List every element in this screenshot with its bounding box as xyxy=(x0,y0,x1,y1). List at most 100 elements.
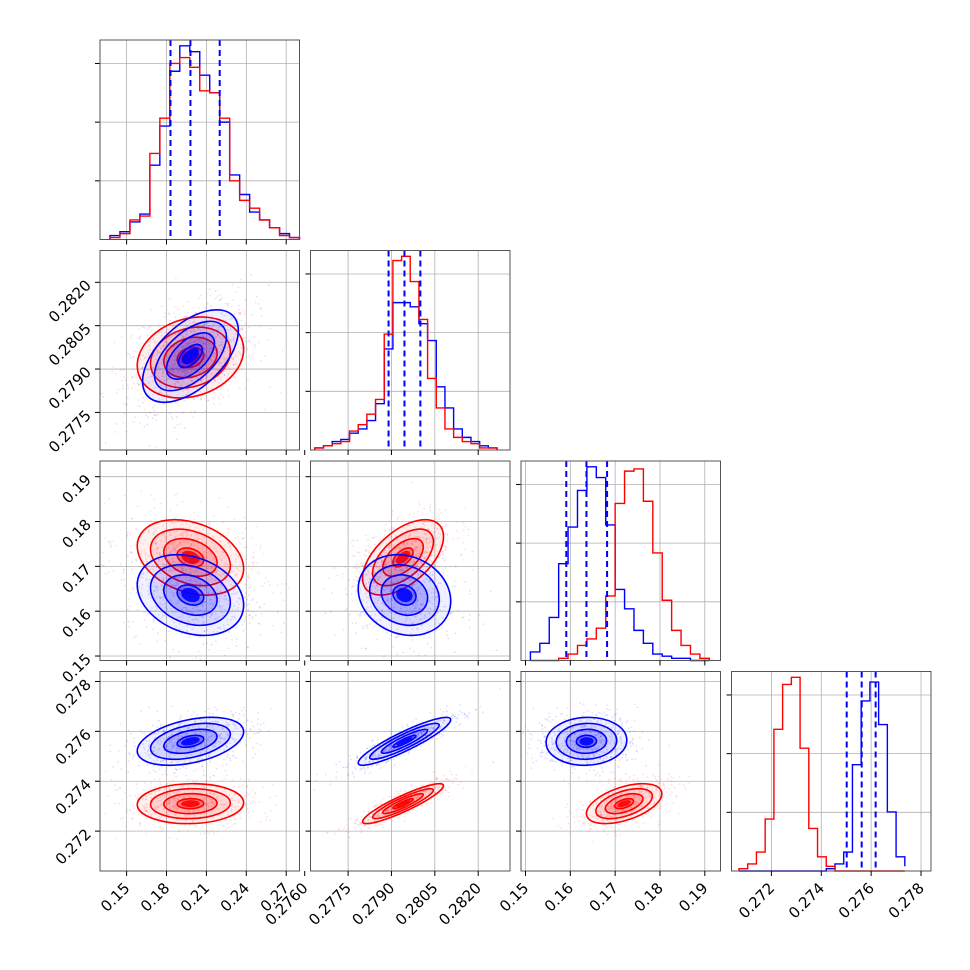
red-sample-point xyxy=(177,790,180,793)
blue-sample-point xyxy=(471,568,474,571)
blue-sample-point xyxy=(143,731,146,734)
panel-frame xyxy=(99,671,300,872)
red-sample-point xyxy=(151,568,154,571)
blue-sample-point xyxy=(227,599,230,602)
blue-sample-point xyxy=(228,329,231,332)
blue-sample-point xyxy=(197,608,200,611)
marginal-panel-3 xyxy=(726,671,932,872)
red-sample-point xyxy=(394,561,397,564)
red-sample-point xyxy=(432,780,435,783)
red-sample-point xyxy=(183,370,186,372)
red-sample-point xyxy=(221,297,223,300)
red-sample-point xyxy=(234,574,236,577)
blue-sample-point xyxy=(253,346,256,349)
blue-sample-point xyxy=(414,601,417,604)
blue-sample-point xyxy=(413,583,416,586)
red-sample-point xyxy=(398,793,400,795)
blue-sample-point xyxy=(207,324,210,327)
blue-sample-point xyxy=(409,618,412,621)
blue-sample-point xyxy=(220,362,223,364)
blue-sample-point xyxy=(433,591,435,594)
red-sample-point xyxy=(250,536,253,539)
blue-sample-point xyxy=(186,332,188,335)
red-sample-point xyxy=(238,800,241,803)
blue-sample-point xyxy=(205,727,208,730)
blue-sample-point xyxy=(177,735,180,738)
blue-sample-point xyxy=(148,326,151,329)
red-sample-point xyxy=(179,541,181,544)
blue-sample-point xyxy=(394,548,397,550)
red-sample-point xyxy=(375,565,378,568)
blue-sample-point xyxy=(162,370,164,373)
blue-sample-point xyxy=(247,609,250,612)
blue-sample-point xyxy=(206,547,209,550)
red-sample-point xyxy=(168,543,171,546)
blue-sample-point xyxy=(227,647,230,650)
blue-sample-point xyxy=(201,616,203,618)
red-sample-point xyxy=(110,546,112,549)
red-sample-point xyxy=(141,804,144,807)
blue-sample-point xyxy=(143,425,146,428)
red-sample-point xyxy=(183,370,186,372)
blue-sample-point xyxy=(170,550,172,553)
blue-sample-point xyxy=(164,605,167,608)
red-sample-point xyxy=(152,366,154,369)
blue-sample-point xyxy=(171,584,174,587)
red-sample-point xyxy=(385,542,388,545)
red-sample-point xyxy=(175,807,178,809)
red-sample-point xyxy=(385,551,387,554)
red-sample-point xyxy=(144,554,147,557)
blue-sample-point xyxy=(97,609,99,611)
red-sample-point xyxy=(230,805,233,807)
red-sample-point xyxy=(232,338,235,341)
blue-sample-point xyxy=(158,393,161,395)
blue-sample-point xyxy=(362,565,365,568)
red-sample-point xyxy=(104,572,107,575)
blue-sample-point xyxy=(172,345,175,348)
red-sample-point xyxy=(212,792,215,795)
red-sample-point xyxy=(403,582,405,584)
blue-sample-point xyxy=(154,609,157,611)
blue-sample-point xyxy=(165,325,168,328)
blue-contour xyxy=(149,563,232,627)
blue-sample-point xyxy=(431,588,434,590)
red-sample-point xyxy=(374,824,376,827)
blue-sample-point xyxy=(169,607,172,610)
blue-sample-point xyxy=(426,630,429,632)
red-sample-point xyxy=(363,554,366,557)
blue-sample-point xyxy=(249,728,251,731)
red-sample-point xyxy=(193,544,196,547)
blue-sample-point xyxy=(401,579,404,582)
red-sample-point xyxy=(375,586,378,589)
red-sample-point xyxy=(252,352,255,355)
blue-sample-point xyxy=(204,710,206,713)
red-sample-point xyxy=(168,312,170,314)
red-sample-point xyxy=(435,778,438,781)
blue-sample-point xyxy=(158,768,161,771)
blue-sample-point xyxy=(186,393,188,396)
red-sample-point xyxy=(349,817,352,820)
red-sample-point xyxy=(406,566,408,568)
blue-sample-point xyxy=(168,313,171,316)
red-sample-point xyxy=(207,801,210,804)
red-sample-point xyxy=(413,548,415,551)
marginal-panel-1 xyxy=(305,250,511,451)
red-sample-point xyxy=(213,391,216,393)
red-sample-point xyxy=(162,827,165,830)
red-sample-point xyxy=(204,536,207,539)
red-sample-point xyxy=(202,378,205,381)
red-sample-point xyxy=(429,546,432,548)
blue-sample-point xyxy=(401,622,403,624)
blue-sample-point xyxy=(173,330,176,333)
red-sample-point xyxy=(193,795,196,798)
blue-sample-point xyxy=(200,379,202,381)
red-sample-point xyxy=(471,772,473,775)
blue-sample-point xyxy=(131,586,134,589)
red-sample-point xyxy=(202,553,205,556)
blue-sample-point xyxy=(175,584,177,587)
red-sample-point xyxy=(179,795,182,798)
red-sample-point xyxy=(230,808,233,811)
red-sample-point xyxy=(175,367,178,370)
red-sample-point xyxy=(210,785,212,788)
blue-sample-point xyxy=(183,399,186,402)
